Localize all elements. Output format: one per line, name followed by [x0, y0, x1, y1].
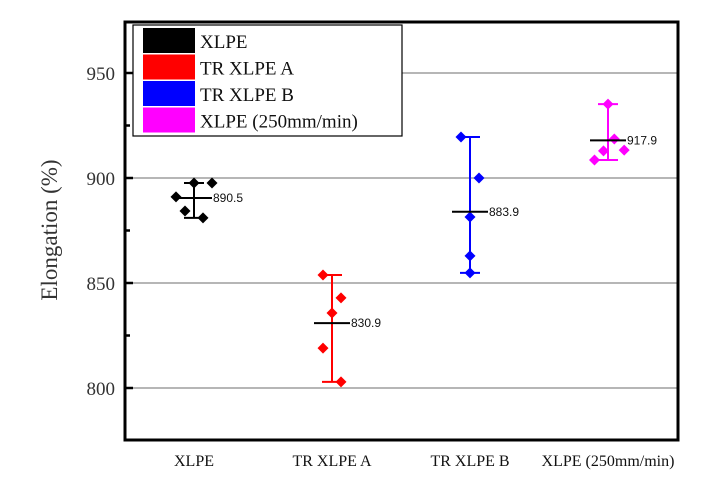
legend-swatch — [143, 107, 195, 133]
mean-label: 890.5 — [213, 191, 243, 205]
data-point — [464, 250, 476, 262]
data-point — [608, 133, 620, 145]
legend-swatch — [143, 54, 195, 80]
data-point — [335, 376, 347, 388]
legend-swatch — [143, 28, 195, 53]
x-tick-label: XLPE (250mm/min) — [542, 453, 675, 470]
data-point — [317, 342, 329, 354]
x-tick-label: XLPE — [174, 453, 214, 470]
data-point — [206, 177, 218, 189]
data-point — [602, 98, 614, 110]
series-tr-xlpe-b: 883.9 — [452, 131, 519, 279]
data-point — [197, 212, 209, 224]
data-point — [317, 269, 329, 281]
data-point — [455, 131, 467, 143]
y-tick-label: 850 — [87, 274, 116, 295]
mean-label: 883.9 — [489, 205, 519, 219]
mean-label: 917.9 — [627, 133, 657, 147]
y-tick-label: 950 — [87, 64, 116, 85]
data-point — [598, 145, 609, 157]
data-point — [589, 154, 600, 166]
x-tick-label: TR XLPE B — [430, 453, 509, 470]
mean-label: 830.9 — [351, 316, 381, 330]
x-axis: XLPE TR XLPE A TR XLPE B XLPE (250mm/min) — [174, 453, 674, 470]
data-point — [179, 205, 191, 217]
series-xlpe: 890.5 — [170, 177, 243, 224]
legend-label: TR XLPE B — [200, 85, 294, 106]
y-axis-title: Elongation (%) — [37, 159, 62, 300]
data-point — [335, 292, 347, 304]
x-tick-label: TR XLPE A — [292, 453, 372, 470]
series-xlpe-250mm-min-: 917.9 — [589, 98, 657, 166]
y-tick-label: 900 — [87, 169, 116, 190]
series-tr-xlpe-a: 830.9 — [314, 269, 381, 388]
legend-label: XLPE — [200, 32, 248, 53]
data-point — [170, 191, 182, 203]
data-point — [326, 307, 338, 319]
y-tick-label: 800 — [87, 379, 116, 400]
data-point — [188, 177, 200, 189]
data-marks: 890.5 830.9 883.9 917.9 — [170, 98, 657, 388]
legend-label: XLPE (250mm/min) — [200, 112, 358, 133]
data-point — [618, 144, 630, 156]
data-point — [464, 211, 476, 223]
plot-frame — [123, 20, 680, 442]
legend-label: TR XLPE A — [200, 59, 294, 80]
y-axis: 800 850 900 950 — [87, 64, 133, 400]
data-point — [473, 172, 485, 184]
data-point — [464, 267, 476, 279]
legend: XLPE TR XLPE A TR XLPE B XLPE (250mm/min) — [132, 24, 403, 137]
legend-swatch — [143, 81, 195, 106]
